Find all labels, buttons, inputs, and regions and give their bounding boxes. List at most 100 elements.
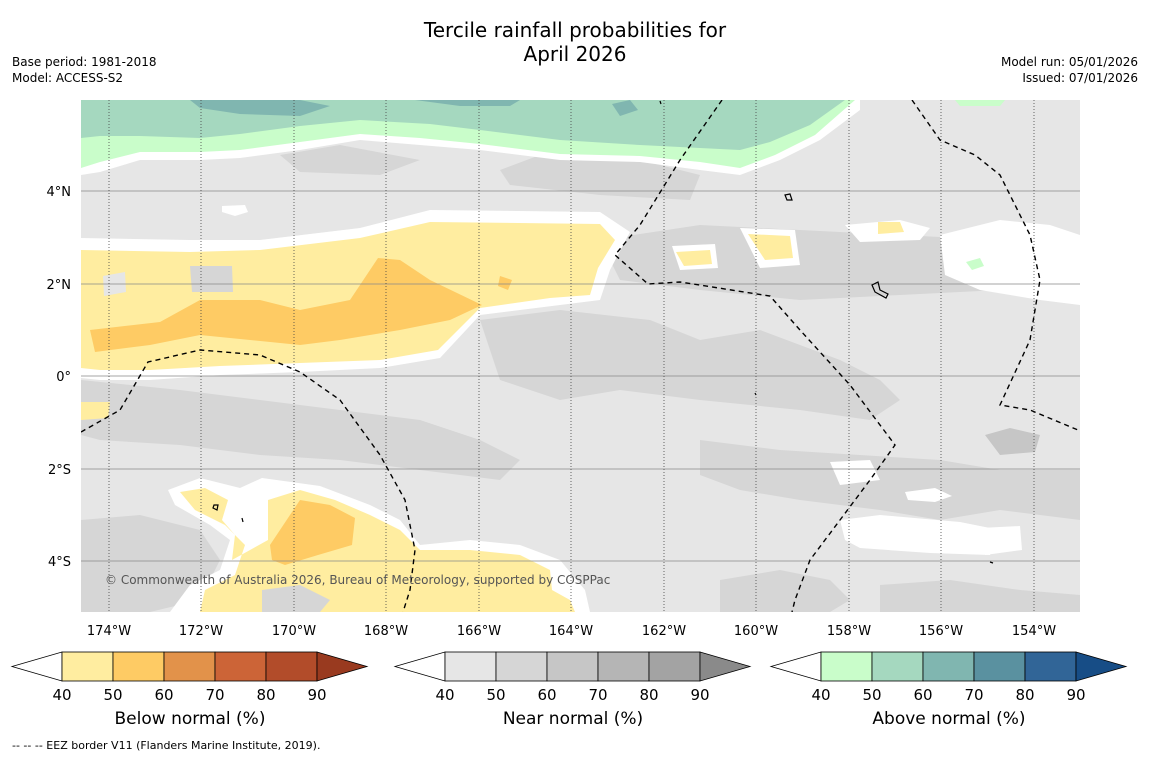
colorbar-title-below: Below normal (%)	[114, 709, 266, 729]
lon-label: 174°W	[87, 624, 131, 639]
colorbar-tick-label: 70	[205, 686, 224, 704]
colorbar-tick-label: 40	[811, 686, 830, 704]
colorbar-segment	[922, 651, 975, 682]
title-line-1: Tercile rainfall probabilities for	[423, 18, 727, 42]
colorbar-tick-label: 80	[256, 686, 275, 704]
colorbar-upper-extend	[316, 651, 369, 682]
colorbar-tick-label: 40	[52, 686, 71, 704]
colorbar-lower-extend	[393, 651, 446, 682]
near-normal-60-patch	[985, 428, 1040, 455]
colorbar-segment	[163, 651, 216, 682]
lon-label: 164°W	[549, 624, 593, 639]
colorbar-segment	[214, 651, 267, 682]
lon-label: 156°W	[919, 624, 963, 639]
lon-label: 162°W	[642, 624, 686, 639]
lon-label: 154°W	[1012, 624, 1056, 639]
lat-label: 4°N	[47, 185, 72, 200]
lat-label: 0°	[56, 370, 71, 385]
eez-borders	[81, 100, 1079, 612]
colorbar-tick-label: 80	[639, 686, 658, 704]
colorbar-upper-extend	[699, 651, 752, 682]
eez-footnote: -- -- -- EEZ border V11 (Flanders Marine…	[12, 739, 321, 752]
near-normal-50-patch	[880, 580, 1080, 612]
colorbar-title-above: Above normal (%)	[872, 709, 1026, 729]
colorbar-segment	[973, 651, 1026, 682]
colorbar-tick-label: 90	[307, 686, 326, 704]
meta-right: Model run: 05/01/2026 Issued: 07/01/2026	[1001, 54, 1138, 86]
latitude-gridlines	[81, 190, 1080, 562]
above-normal-60-70-region	[612, 100, 638, 116]
below-normal-40-50-region	[180, 488, 575, 612]
colorbar-segment	[1024, 651, 1077, 682]
colorbar-above: 40 50 60 70 80 90	[769, 651, 1128, 704]
colorbar-below: 40 50 60 70 80 90	[10, 651, 369, 704]
lon-label: 168°W	[364, 624, 408, 639]
colorbar-segment	[597, 651, 650, 682]
base-period: Base period: 1981-2018	[12, 55, 157, 69]
near-normal-50-patch	[500, 155, 700, 200]
below-normal-50-60-region	[270, 500, 355, 565]
colorbar-near: 40 50 60 70 80 90	[393, 651, 752, 704]
model-name: Model: ACCESS-S2	[12, 71, 124, 85]
colorbar-segment	[61, 651, 114, 682]
near-normal-50-patch	[720, 570, 850, 612]
map-title: Tercile rainfall probabilities for April…	[375, 18, 775, 66]
latitude-labels: 4°N 2°N 0° 2°S 4°S	[47, 185, 72, 570]
colorbar-title-near: Near normal (%)	[502, 709, 644, 729]
below-normal-40-50-region	[81, 402, 110, 420]
near-normal-50-patch	[280, 145, 420, 175]
low-probability-region	[840, 515, 1000, 555]
colorbar-tick-label: 60	[537, 686, 556, 704]
colorbar-segment	[444, 651, 497, 682]
copyright-notice: © Commonwealth of Australia 2026, Bureau…	[105, 573, 610, 587]
colorbar-segment	[265, 651, 318, 682]
colorbar-segment	[820, 651, 873, 682]
lat-label: 2°S	[48, 463, 71, 478]
near-normal-50-patch	[700, 440, 1080, 520]
near-normal-50-patch	[190, 266, 233, 292]
lat-label: 2°N	[47, 278, 72, 293]
model-run: Model run: 05/01/2026	[1000, 55, 1138, 69]
map-plot-area: © Commonwealth of Australia 2026, Bureau…	[81, 100, 1080, 612]
low-probability-region	[905, 488, 952, 502]
colorbar-segment	[112, 651, 165, 682]
colorbar-tick-label: 60	[154, 686, 173, 704]
near-normal-50-patch	[81, 515, 220, 612]
colorbars: 40 50 60 70 80 90 40 50 60 70 80 90 40 50 60 70 80 90	[10, 651, 1128, 704]
below-normal-40-50-region	[748, 234, 793, 260]
above-normal-60-70-region	[190, 100, 330, 116]
lon-label: 170°W	[272, 624, 316, 639]
colorbar-tick-label: 80	[1015, 686, 1034, 704]
longitude-labels: 174°W 172°W 170°W 168°W 166°W 164°W 162°…	[87, 624, 1056, 639]
near-normal-50-patch	[81, 380, 520, 480]
colorbar-tick-label: 60	[913, 686, 932, 704]
above-normal-40-50-region	[955, 100, 1005, 106]
colorbar-tick-label: 70	[964, 686, 983, 704]
near-normal-50-patch	[262, 585, 330, 612]
colorbar-tick-label: 50	[862, 686, 881, 704]
above-normal-60-70-region	[415, 100, 520, 106]
colorbar-upper-extend	[1075, 651, 1128, 682]
low-probability-region	[980, 526, 1022, 555]
issued-date: Issued: 07/01/2026	[1022, 71, 1138, 85]
below-normal-50-60-region	[90, 258, 482, 352]
colorbar-tick-label: 90	[1066, 686, 1085, 704]
below-normal-40-50-region	[676, 250, 712, 266]
near-normal-50-patch	[480, 310, 900, 420]
meta-left: Base period: 1981-2018 Model: ACCESS-S2	[12, 54, 157, 86]
colorbar-tick-label: 90	[690, 686, 709, 704]
colorbar-segment	[546, 651, 599, 682]
title-line-2: April 2026	[523, 42, 627, 66]
colorbar-segment	[495, 651, 548, 682]
longitude-gridlines	[108, 100, 1035, 612]
low-probability-region	[830, 460, 880, 485]
below-normal-50-60-region	[498, 276, 512, 290]
colorbar-lower-extend	[10, 651, 63, 682]
colorbar-tick-label: 50	[486, 686, 505, 704]
below-normal-40-50-region	[878, 222, 904, 234]
lat-label: 4°S	[48, 555, 71, 570]
colorbar-tick-label: 50	[103, 686, 122, 704]
above-normal-40-50-region	[966, 258, 984, 270]
colorbar-tick-label: 40	[435, 686, 454, 704]
